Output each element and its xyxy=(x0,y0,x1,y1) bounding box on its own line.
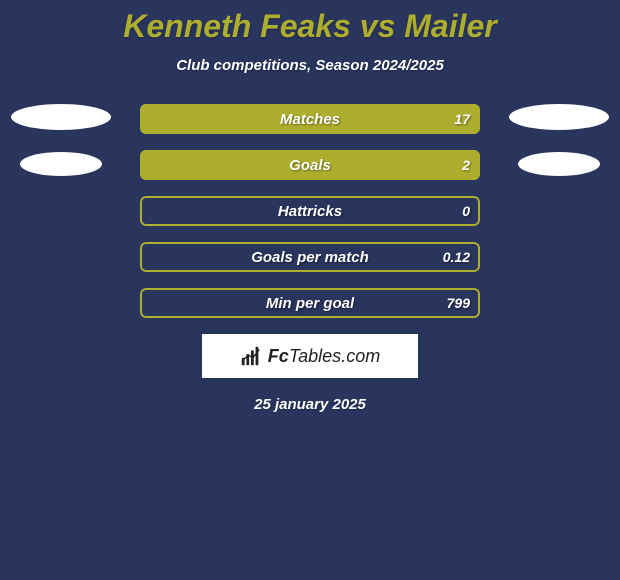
page-subtitle: Club competitions, Season 2024/2025 xyxy=(0,57,620,74)
stat-bar: Min per goal799 xyxy=(140,288,480,318)
stat-label: Goals per match xyxy=(140,242,480,272)
stat-value: 799 xyxy=(447,288,470,318)
player-badge-ellipse xyxy=(518,152,600,176)
stat-bar: Goals per match0.12 xyxy=(140,242,480,272)
chart-icon xyxy=(240,345,262,367)
player-badge-ellipse xyxy=(11,104,111,130)
content-area: Matches17 Goals2 Hattricks0 Goals per match… xyxy=(0,104,620,413)
stat-label: Min per goal xyxy=(140,288,480,318)
player-badge-ellipse xyxy=(20,152,102,176)
stat-label: Matches xyxy=(140,104,480,134)
date-text: 25 january 2025 xyxy=(0,396,620,413)
stat-bar: Matches17 xyxy=(140,104,480,134)
stat-label: Goals xyxy=(140,150,480,180)
logo-brand-bold: Fc xyxy=(268,346,289,366)
page-title: Kenneth Feaks vs Mailer xyxy=(0,0,620,45)
stat-bar: Hattricks0 xyxy=(140,196,480,226)
logo-box: FcTables.com xyxy=(202,334,418,378)
stat-bars-container: Matches17 Goals2 Hattricks0 Goals per match… xyxy=(140,104,480,318)
stat-value: 0 xyxy=(462,196,470,226)
logo-text: FcTables.com xyxy=(268,346,380,367)
stat-label: Hattricks xyxy=(140,196,480,226)
player-badge-ellipse xyxy=(509,104,609,130)
left-player-badges xyxy=(6,104,116,176)
comparison-card: Kenneth Feaks vs Mailer Club competition… xyxy=(0,0,620,580)
stat-value: 2 xyxy=(462,150,470,180)
stat-bar: Goals2 xyxy=(140,150,480,180)
stat-value: 17 xyxy=(454,104,470,134)
right-player-badges xyxy=(504,104,614,176)
stat-value: 0.12 xyxy=(443,242,470,272)
logo-brand-rest: Tables.com xyxy=(289,346,380,366)
